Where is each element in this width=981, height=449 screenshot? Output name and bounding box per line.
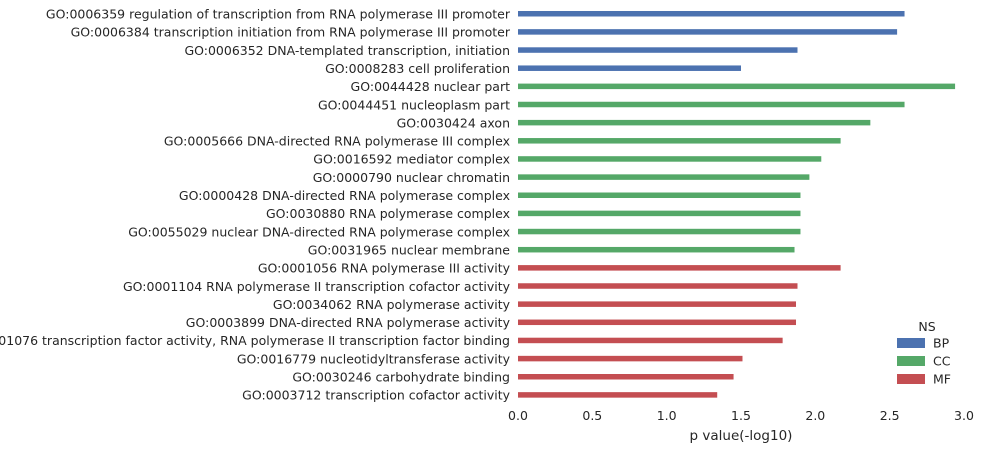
category-label: GO:0031965 nuclear membrane <box>308 242 511 257</box>
category-labels: GO:0006359 regulation of transcription f… <box>0 7 511 403</box>
legend-label-cc: CC <box>933 354 951 369</box>
bar-bp <box>518 11 905 17</box>
bar-cc <box>518 101 905 108</box>
bar-bp <box>518 29 898 35</box>
category-label: GO:0055029 nuclear DNA-directed RNA poly… <box>128 224 510 239</box>
bar-cc <box>518 210 801 217</box>
x-tick-label: 2.5 <box>880 408 900 423</box>
x-tick-label: 2.0 <box>805 408 825 423</box>
bar-mf <box>518 319 797 326</box>
bar-mf <box>518 301 797 307</box>
category-label: GO:0001104 RNA polymerase II transcripti… <box>123 279 511 294</box>
bar-bp <box>518 65 741 71</box>
category-label: GO:0030880 RNA polymerase complex <box>266 206 510 221</box>
category-label: GO:0006352 DNA-templated transcription, … <box>184 43 510 58</box>
category-label: GO:0008283 cell proliferation <box>325 61 510 76</box>
x-tick-label: 1.0 <box>657 408 677 423</box>
bar-cc <box>518 119 871 126</box>
x-tick-label: 0.5 <box>582 408 602 423</box>
legend-swatch-bp <box>897 338 925 348</box>
category-label: GO:0000428 DNA-directed RNA polymerase c… <box>179 188 510 203</box>
legend-swatch-cc <box>897 356 925 366</box>
category-label: GO:0030246 carbohydrate binding <box>292 370 510 385</box>
legend: NS BP CC MF <box>897 319 951 387</box>
category-label: GO:0044451 nucleoplasm part <box>318 97 510 112</box>
legend-swatch-mf <box>897 374 925 384</box>
bar-cc <box>518 174 810 180</box>
x-tick-label: 1.5 <box>731 408 751 423</box>
legend-label-bp: BP <box>933 336 950 351</box>
bar-cc <box>518 228 801 235</box>
category-label: GO:0003899 DNA-directed RNA polymerase a… <box>186 315 511 330</box>
bar-cc <box>518 246 795 253</box>
legend-label-mf: MF <box>933 372 951 387</box>
x-axis-label: p value(-log10) <box>690 428 793 444</box>
bar-mf <box>518 374 734 380</box>
category-label: GO:0005666 DNA-directed RNA polymerase I… <box>164 134 510 149</box>
category-label: GO:0016779 nucleotidyltransferase activi… <box>237 351 511 366</box>
x-tick-label: 3.0 <box>954 408 974 423</box>
category-label: GO:0000790 nuclear chromatin <box>313 170 510 185</box>
bar-cc <box>518 138 841 144</box>
x-axis: 0.0 0.5 1.0 1.5 2.0 2.5 3.0 <box>508 408 974 423</box>
category-label: GO:0001076 transcription factor activity… <box>0 333 510 348</box>
category-label: GO:0030424 axon <box>397 115 510 130</box>
category-label: GO:0006359 regulation of transcription f… <box>46 7 511 22</box>
legend-title: NS <box>918 319 935 334</box>
bars-layer <box>518 11 956 398</box>
x-tick-label: 0.0 <box>508 408 528 423</box>
bar-mf <box>518 355 743 362</box>
bar-mf <box>518 337 783 344</box>
category-label: GO:0001056 RNA polymerase III activity <box>258 261 511 276</box>
category-label: GO:0016592 mediator complex <box>313 152 510 167</box>
bar-mf <box>518 392 718 398</box>
category-label: GO:0006384 transcription initiation from… <box>71 25 511 40</box>
bar-cc <box>518 156 822 162</box>
bar-mf <box>518 265 841 271</box>
bar-bp <box>518 47 798 53</box>
category-label: GO:0044428 nuclear part <box>351 79 511 94</box>
bar-mf <box>518 283 798 289</box>
bar-cc <box>518 192 801 198</box>
bar-cc <box>518 83 956 90</box>
category-label: GO:0003712 transcription cofactor activi… <box>242 388 510 403</box>
category-label: GO:0034062 RNA polymerase activity <box>273 297 511 312</box>
